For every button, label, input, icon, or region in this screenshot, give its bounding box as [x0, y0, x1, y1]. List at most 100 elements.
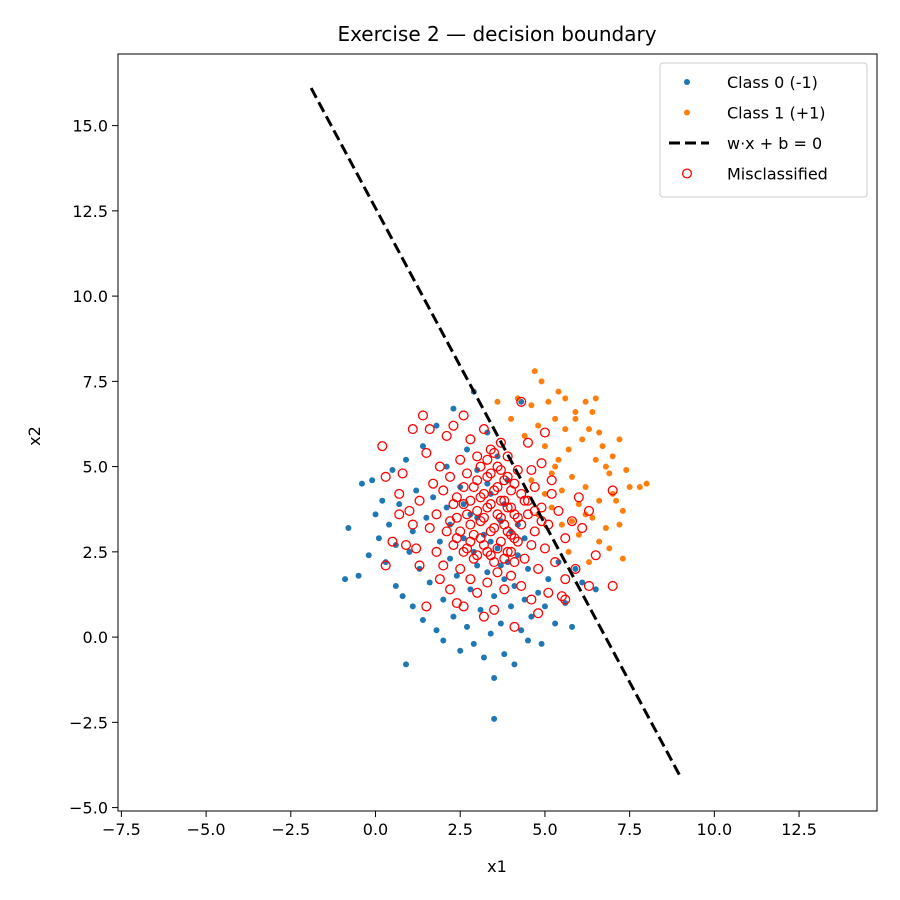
data-point [396, 501, 403, 508]
boundary-layer [309, 87, 682, 778]
data-point [541, 603, 548, 610]
legend-item: w·x + b = 0 [669, 134, 822, 153]
data-point [460, 535, 467, 542]
misclassified-point [533, 608, 544, 619]
data-point [399, 593, 406, 600]
data-point [585, 559, 592, 566]
data-point [491, 675, 498, 682]
data-point [552, 620, 559, 627]
data-point [358, 480, 365, 487]
data-point [613, 497, 620, 504]
misclassified-point [438, 560, 449, 571]
y-tick-label: 7.5 [83, 372, 108, 391]
misclassified-point [404, 505, 415, 516]
data-point [447, 555, 454, 562]
x-tick-label: −2.5 [271, 820, 310, 839]
x-tick-label: 5.0 [532, 820, 557, 839]
data-point [548, 504, 555, 511]
misclassified-point [380, 471, 391, 482]
data-point [464, 623, 471, 630]
misclassified-point [482, 454, 493, 465]
data-point [494, 398, 501, 405]
misclassified-point [495, 437, 506, 448]
misclassified-point [529, 526, 540, 537]
data-point [596, 497, 603, 504]
misclassified-point [482, 471, 493, 482]
misclassified-point [526, 539, 537, 551]
data-point [575, 501, 582, 508]
misclassified-point [421, 447, 432, 459]
data-point [592, 586, 599, 593]
data-point [609, 490, 616, 497]
misclassified-point [583, 505, 595, 516]
data-point [528, 477, 535, 484]
data-point [342, 576, 349, 583]
data-point [386, 521, 393, 528]
data-point [541, 490, 548, 497]
data-point [602, 524, 609, 531]
misclassified-point [560, 533, 571, 544]
misclassified-point [489, 485, 500, 496]
misclassified-point [543, 587, 554, 598]
decision-boundary-line [309, 87, 682, 778]
data-point [602, 463, 609, 470]
misclassified-point [570, 563, 581, 574]
misclassified-point [428, 478, 439, 489]
misclassified-point [566, 516, 578, 527]
data-point [423, 514, 430, 521]
misclassified-point [546, 488, 557, 499]
misclassified-point [478, 611, 489, 622]
misclassified-point [407, 519, 418, 530]
misclassified-point [607, 485, 618, 496]
misclassified-point [478, 512, 489, 523]
data-point [379, 497, 386, 504]
data-point [467, 511, 474, 518]
data-point [528, 613, 535, 620]
data-point [609, 453, 616, 460]
data-point [579, 579, 586, 586]
data-point [508, 603, 515, 610]
data-point [562, 599, 569, 606]
misclassified-point [482, 502, 493, 513]
misclassified-point [512, 512, 523, 523]
misclassified-point [516, 396, 527, 407]
misclassified-point [539, 543, 550, 554]
data-point [558, 487, 565, 494]
misclassified-point [492, 509, 503, 520]
data-point [484, 569, 491, 576]
y-axis-label: x2 [25, 426, 44, 446]
misclassified-point [519, 553, 530, 564]
misclassified-point [458, 482, 469, 493]
data-point [562, 426, 569, 433]
data-point [599, 443, 606, 450]
data-point [460, 501, 467, 508]
misclassified-point [509, 621, 520, 632]
x-tick-label: 7.5 [617, 820, 642, 839]
data-point [487, 538, 494, 545]
data-point [592, 456, 599, 463]
misclassified-point [441, 430, 452, 441]
data-point [636, 484, 643, 491]
misclassified-point [445, 584, 456, 595]
misclassified-point [468, 553, 479, 564]
misclassified-point [536, 458, 547, 469]
data-point [494, 545, 501, 552]
data-point [372, 511, 379, 518]
misclassified-point [499, 584, 510, 595]
misclassified-point [522, 437, 534, 448]
data-point [626, 484, 633, 491]
data-point [552, 463, 559, 470]
legend-marker [684, 79, 690, 85]
data-point [606, 470, 613, 477]
y-tick-label: 12.5 [72, 202, 108, 221]
data-point [447, 521, 454, 528]
misclassified-point [458, 546, 469, 557]
misclassified-point [482, 577, 493, 588]
misclassified-point [546, 475, 557, 486]
misclassified-point [465, 434, 476, 445]
data-point [443, 463, 450, 470]
data-point [389, 467, 396, 474]
misclassified-point [577, 522, 588, 534]
x-tick-label: 10.0 [697, 820, 733, 839]
